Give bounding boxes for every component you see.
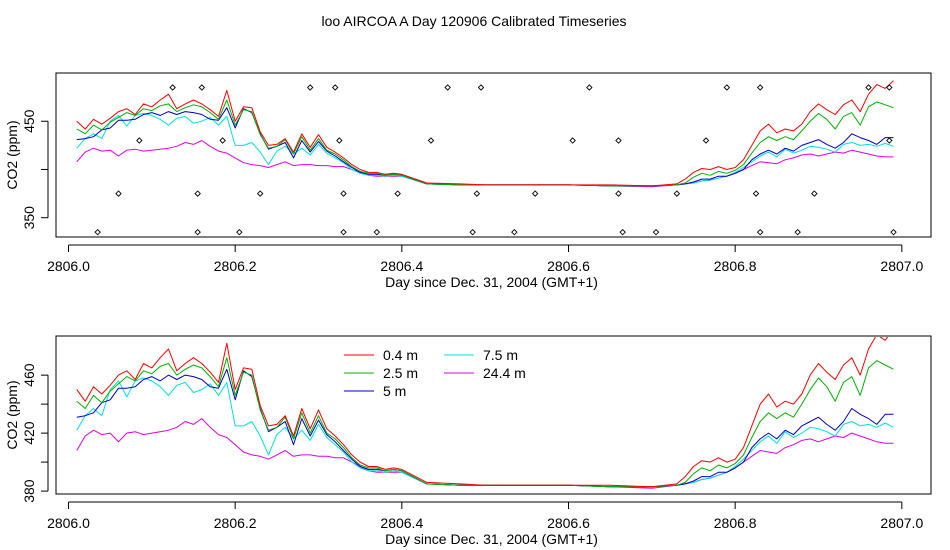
- series-line: [76, 113, 894, 187]
- status-point: [531, 190, 539, 197]
- y-axis-label: CO2 (ppm): [4, 380, 20, 449]
- series-line: [76, 337, 889, 488]
- status-point: [702, 137, 710, 144]
- x-tick-label: 2806.0: [47, 258, 90, 274]
- status-point: [756, 228, 764, 236]
- status-point: [236, 228, 243, 236]
- x-tick-label: 2806.4: [380, 258, 423, 274]
- status-point: [94, 228, 101, 236]
- x-tick-label: 2806.6: [547, 258, 590, 274]
- y-tick-label: 450: [21, 109, 37, 133]
- status-point: [469, 228, 476, 236]
- status-point: [811, 190, 818, 197]
- status-point: [756, 84, 764, 91]
- status-point: [219, 137, 226, 144]
- legend-label: 7.5 m: [483, 347, 518, 363]
- status-point: [886, 84, 893, 91]
- y-tick-label: 380: [21, 479, 37, 503]
- series-line: [76, 99, 894, 187]
- status-point: [340, 228, 347, 236]
- x-tick-label: 2807.0: [880, 515, 923, 531]
- legend-label: 0.4 m: [383, 347, 418, 363]
- status-point: [444, 84, 451, 91]
- status-point: [569, 137, 576, 144]
- status-point: [136, 137, 143, 144]
- x-axis-label: Day since Dec. 31, 2004 (GMT+1): [385, 531, 598, 547]
- series-group: [76, 80, 894, 188]
- plot-frame: [55, 72, 932, 238]
- y-tick-label: 420: [21, 421, 37, 445]
- status-point: [615, 190, 622, 197]
- status-point: [511, 228, 518, 236]
- series-line: [76, 368, 894, 488]
- series-line: [76, 377, 894, 488]
- plot-frame: [55, 335, 932, 495]
- series-line: [76, 357, 894, 488]
- status-point: [198, 84, 206, 91]
- status-point: [886, 137, 893, 144]
- bottom-panel: 2806.0 2806.2 2806.4 2806.6 2806.8 2807.0 Day …: [4, 335, 932, 547]
- x-tick-label: 2806.4: [380, 515, 423, 531]
- status-point: [169, 84, 176, 91]
- status-point: [615, 137, 622, 144]
- legend-label: 5 m: [383, 383, 406, 399]
- x-tick-label: 2806.0: [47, 515, 90, 531]
- status-point: [865, 84, 872, 91]
- x-tick-label: 2806.8: [714, 515, 757, 531]
- series-line: [76, 140, 894, 188]
- status-point: [890, 228, 897, 236]
- x-axis-label: Day since Dec. 31, 2004 (GMT+1): [385, 274, 598, 290]
- status-point: [340, 190, 347, 197]
- y-tick-label: 350: [21, 206, 37, 230]
- status-point: [586, 84, 593, 91]
- x-tick-label: 2806.8: [714, 258, 757, 274]
- status-point: [336, 137, 343, 144]
- status-point: [619, 228, 626, 236]
- status-point: [194, 190, 201, 197]
- x-tick-label: 2806.2: [214, 258, 257, 274]
- status-point: [331, 84, 339, 91]
- series-group: [76, 337, 894, 489]
- top-panel: 2806.0 2806.2 2806.4 2806.6 2806.8 2807.0 Day …: [4, 72, 932, 290]
- y-axis-label: CO2 (ppm): [4, 120, 20, 189]
- legend: 0.4 m 2.5 m 5 m 7.5 m 24.4 m: [344, 347, 526, 399]
- y-tick-label: 460: [21, 363, 37, 387]
- status-point: [794, 228, 801, 236]
- status-point: [652, 228, 660, 236]
- status-point: [306, 84, 314, 91]
- status-point: [673, 190, 681, 197]
- series-line: [76, 418, 894, 489]
- status-point: [115, 190, 122, 197]
- status-point: [723, 84, 731, 91]
- x-tick-label: 2806.2: [214, 515, 257, 531]
- status-point: [477, 84, 485, 91]
- status-point: [473, 190, 481, 197]
- x-tick-label: 2807.0: [880, 258, 923, 274]
- status-point: [752, 190, 760, 197]
- legend-label: 2.5 m: [383, 365, 418, 381]
- status-point: [427, 137, 435, 144]
- status-point: [394, 190, 401, 197]
- x-tick-label: 2806.6: [547, 515, 590, 531]
- status-point: [194, 228, 201, 236]
- series-line: [76, 107, 894, 187]
- status-point: [373, 228, 381, 236]
- legend-label: 24.4 m: [483, 365, 526, 381]
- status-point: [256, 190, 264, 197]
- series-line: [76, 80, 894, 187]
- figure-title: loo AIRCOA A Day 120906 Calibrated Times…: [321, 13, 626, 29]
